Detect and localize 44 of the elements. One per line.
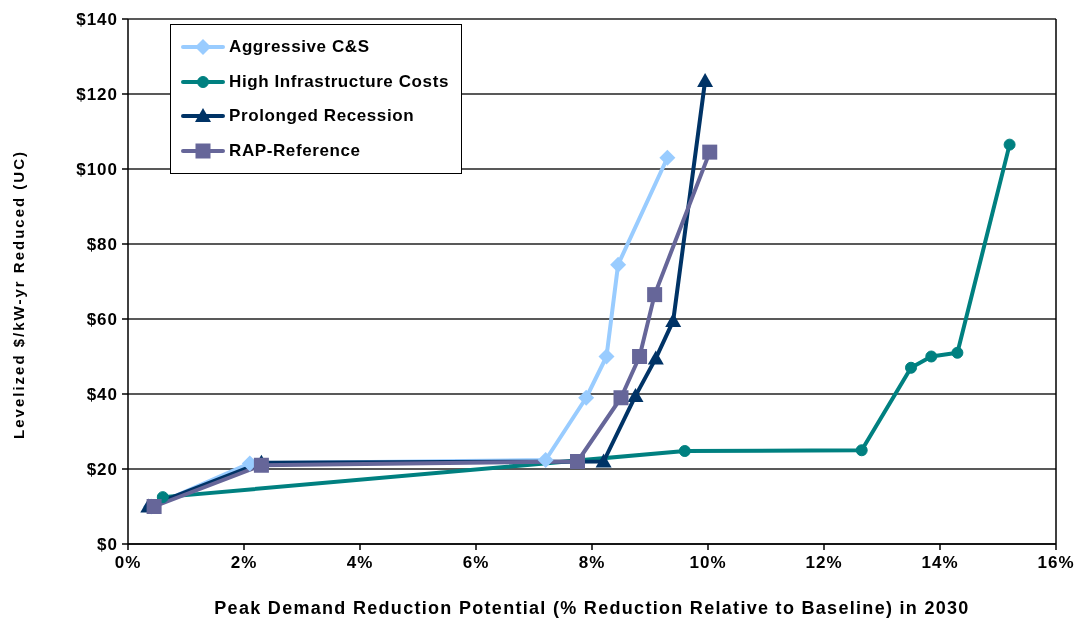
x-tick-label: 14% [921,553,959,573]
y-tick-label: $120 [76,85,118,105]
legend-label: Prolonged Recession [229,106,415,127]
point [702,144,718,160]
point [253,457,269,473]
point [659,149,676,166]
point [647,287,663,303]
y-tick-label: $40 [86,385,118,405]
x-tick-label: 4% [346,553,374,573]
y-tick-label: $60 [86,310,118,330]
x-tick-label: 0% [114,553,142,573]
point [905,361,917,374]
point [951,346,964,359]
point [697,72,714,87]
y-tick-label: $20 [86,460,118,480]
point [610,256,627,273]
point [632,349,648,364]
point [1003,138,1016,151]
x-tick-label: 6% [462,553,490,573]
y-tick-label: $0 [97,535,118,555]
point [537,452,554,468]
x-axis-title: Peak Demand Reduction Potential (% Reduction Relative to Baseline) in 2030 [214,598,970,618]
x-tick-label: 10% [689,553,727,573]
legend-label: High Infrastructure Costs [229,71,449,92]
y-tick-label: $100 [76,160,118,180]
y-tick-label: $80 [86,235,118,255]
point [855,444,868,457]
point [595,453,612,468]
legend-label: Aggressive C&S [229,37,370,58]
x-tick-label: 8% [578,553,606,573]
point [627,387,644,402]
x-tick-label: 2% [230,553,258,573]
point [925,350,938,363]
y-axis-title: Levelized $/kW-yr Reduced (UC) [9,150,27,439]
point [647,350,664,365]
point [613,390,629,406]
point [598,348,615,365]
point [678,445,691,457]
point [570,454,585,469]
x-tick-label: 12% [805,553,843,573]
x-tick-label: 16% [1037,553,1075,573]
point [578,389,595,406]
y-tick-label: $140 [76,10,118,30]
legend-label: RAP-Reference [229,140,361,161]
